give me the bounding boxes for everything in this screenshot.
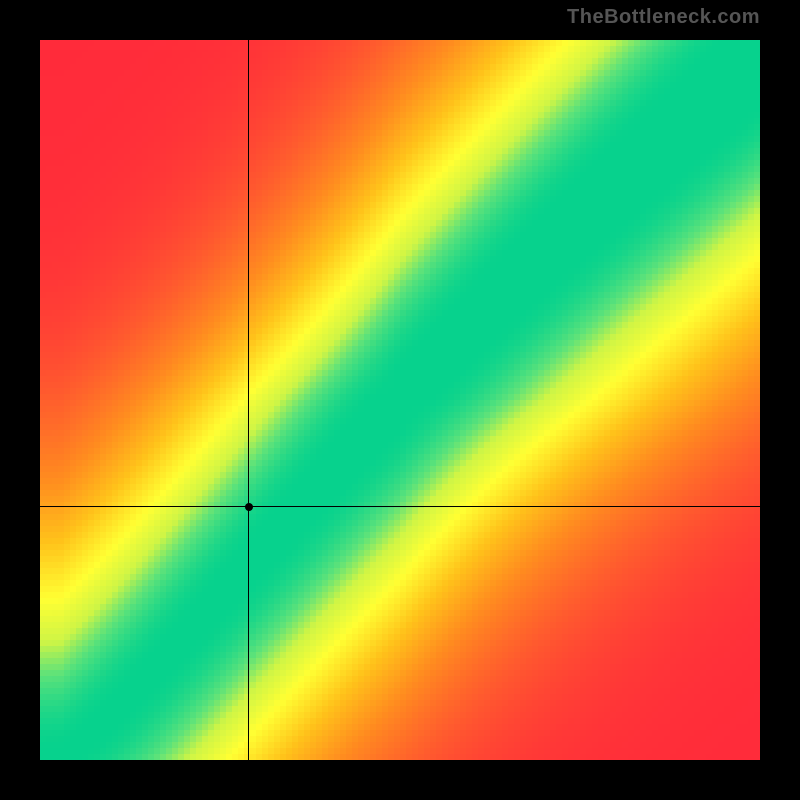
crosshair-vertical [248, 40, 249, 760]
crosshair-horizontal [40, 506, 760, 507]
heatmap-canvas [40, 40, 760, 760]
plot-frame [40, 40, 760, 760]
watermark-text: TheBottleneck.com [567, 6, 760, 29]
crosshair-marker [245, 503, 253, 511]
